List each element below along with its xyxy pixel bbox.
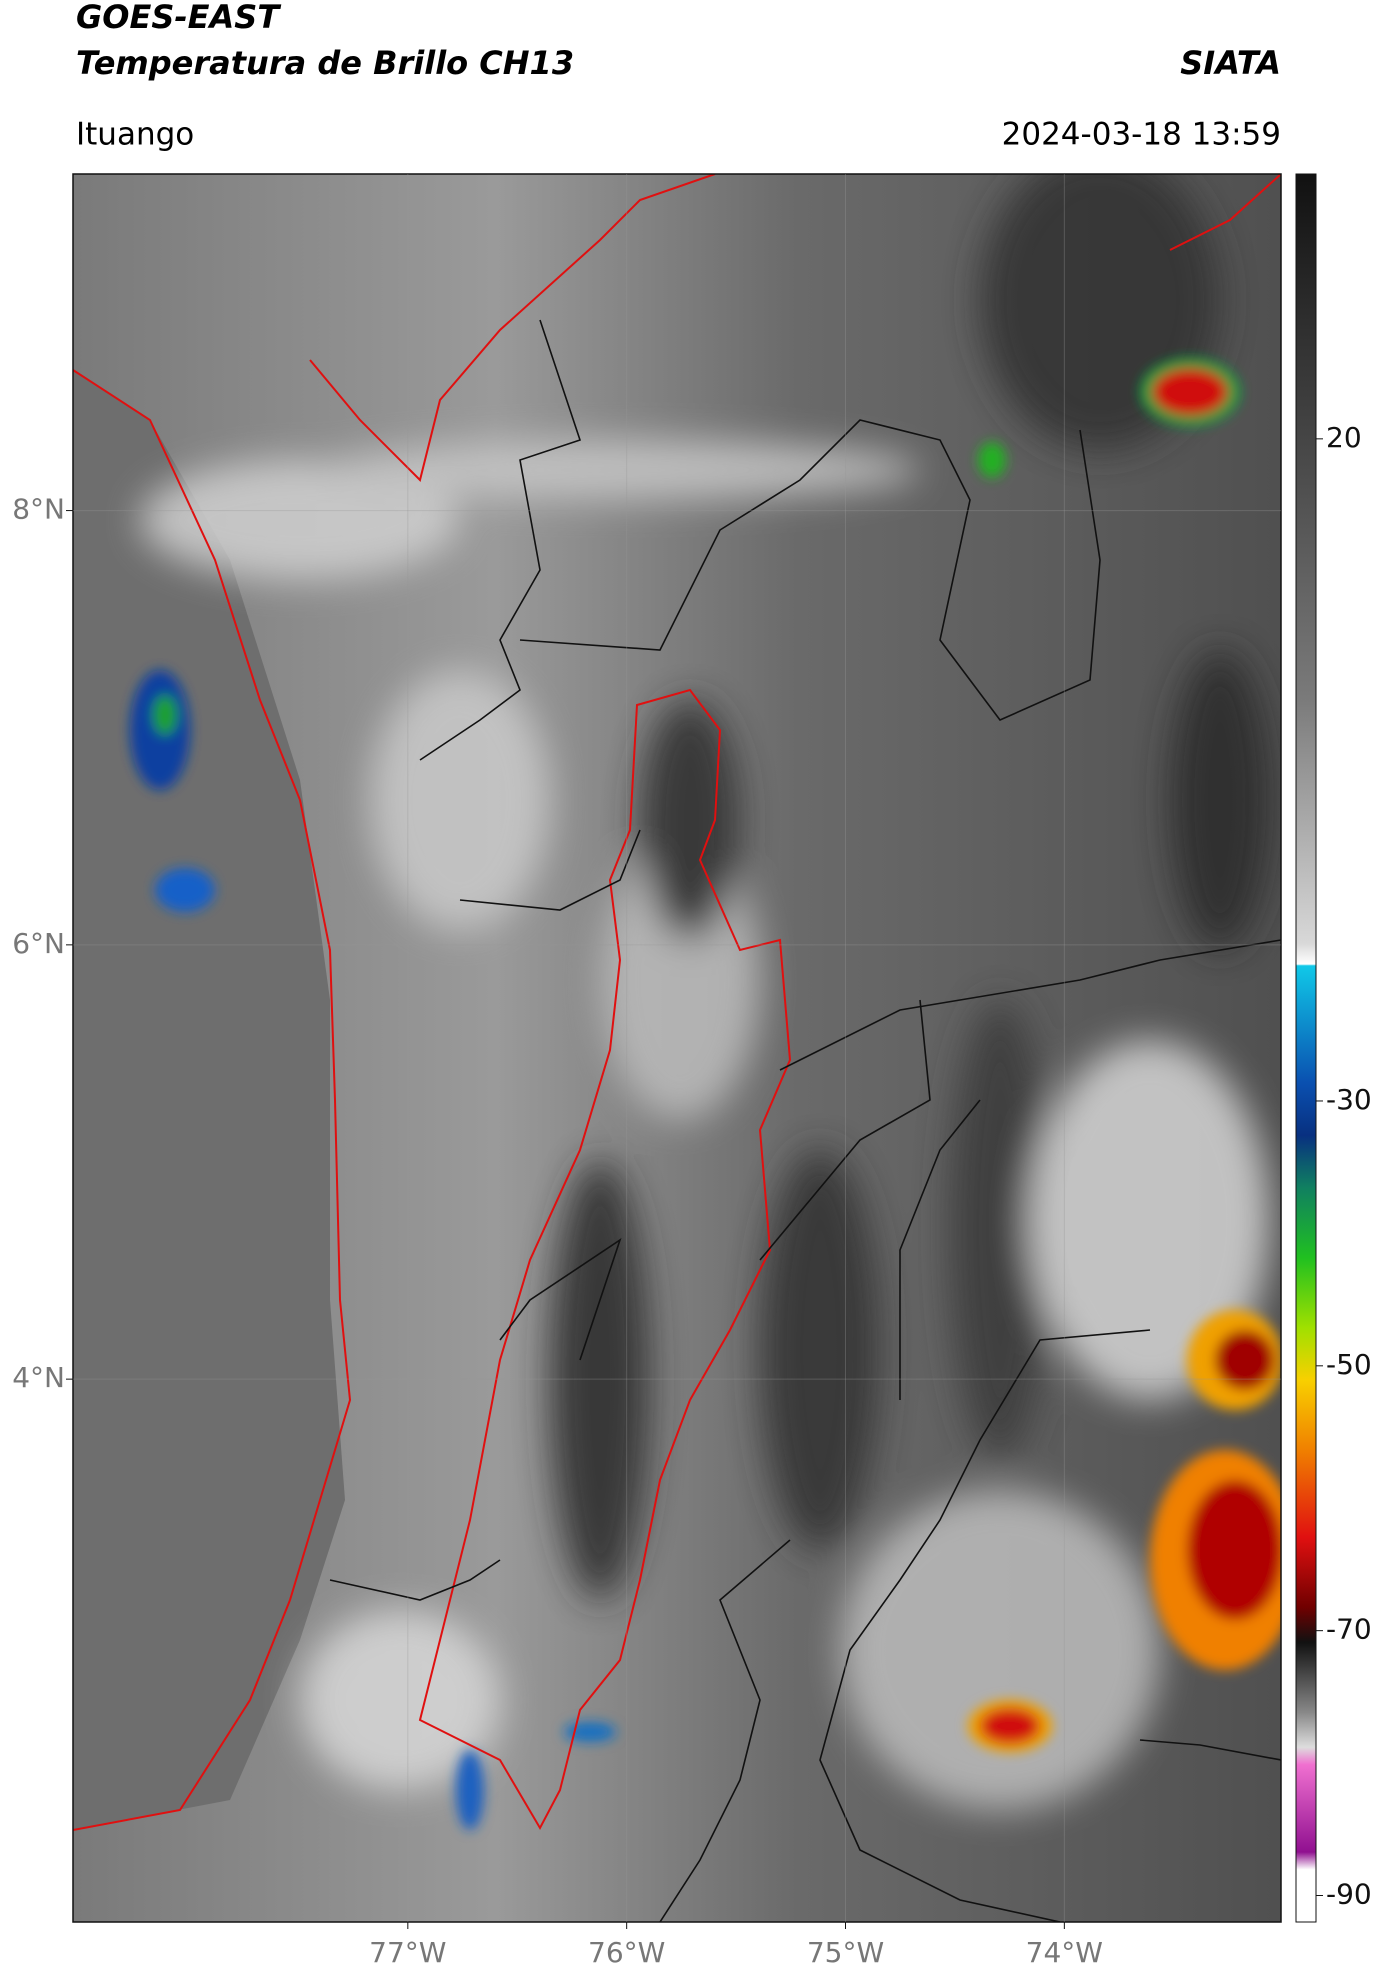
lat-tick-label: 8°N [12, 493, 65, 526]
lat-tick-label: 6°N [12, 927, 65, 960]
colorbar [1295, 173, 1317, 1923]
credit: SIATA [1180, 44, 1281, 82]
colorbar-tick-label: -30 [1326, 1083, 1372, 1116]
colorbar-tick-label: -50 [1326, 1348, 1372, 1381]
satellite-image [73, 174, 1281, 1922]
lon-tick-label: 76°W [588, 1936, 665, 1969]
lat-tick-label: 4°N [12, 1361, 65, 1394]
colorbar-tick-label: -70 [1326, 1613, 1372, 1646]
colorbar-tick-label: -90 [1326, 1878, 1372, 1911]
subtitle: Temperatura de Brillo CH13 [76, 44, 574, 82]
lon-tick-label: 74°W [1026, 1936, 1103, 1969]
lon-tick-label: 75°W [807, 1936, 884, 1969]
map-frame [72, 173, 1282, 1923]
title: GOES-EAST [76, 0, 281, 36]
datetime: 2024-03-18 13:59 [1002, 117, 1281, 153]
location: Ituango [76, 117, 194, 153]
lon-tick-label: 77°W [369, 1936, 446, 1969]
colorbar-tick-label: 20 [1326, 421, 1362, 454]
